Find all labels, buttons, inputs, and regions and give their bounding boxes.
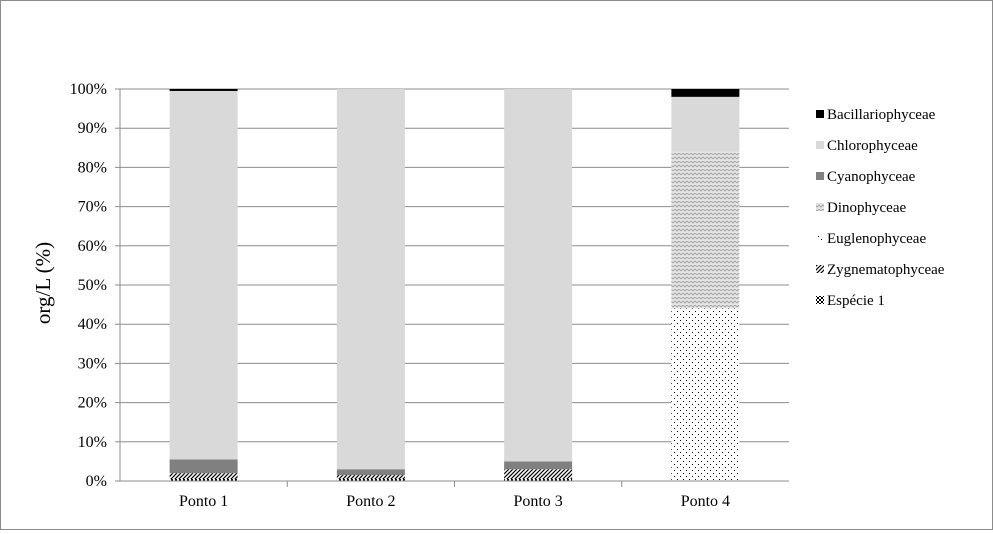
legend-item: Espécie 1	[816, 293, 885, 309]
bar-segment	[336, 475, 405, 480]
bar-segment	[671, 96, 740, 152]
legend-swatch	[816, 172, 824, 180]
y-axis-tick-labels: 0% 10% 20% 30% 40% 50% 60% 70% 80% 90% 100%	[70, 81, 107, 490]
bar-segment	[504, 89, 573, 462]
y-tick-label: 0%	[86, 473, 107, 490]
bar-segment	[671, 89, 740, 97]
axes	[119, 89, 789, 487]
legend-item: Bacillariophyceae	[816, 107, 936, 123]
legend-label: Cyanophyceae	[827, 169, 916, 185]
legend-item: Dinophyceae	[816, 200, 906, 216]
y-axis-title: org/L (%)	[31, 242, 55, 324]
legend-item: Cyanophyceae	[816, 169, 916, 185]
legend-swatch	[816, 203, 824, 211]
bar-segment	[169, 459, 238, 474]
x-category-label: Ponto 3	[513, 493, 562, 510]
y-tick-label: 80%	[78, 159, 107, 176]
bar-segment	[504, 479, 573, 481]
legend-swatch	[816, 234, 824, 242]
legend-label: Dinophyceae	[827, 200, 906, 216]
x-category-label: Ponto 4	[681, 493, 730, 510]
legend-item: Euglenophyceae	[816, 231, 926, 247]
bar-segment	[504, 469, 573, 480]
legend-label: Euglenophyceae	[827, 231, 926, 247]
legend-label: Espécie 1	[827, 293, 885, 309]
y-tick-label: 10%	[78, 434, 107, 451]
legend-item: Chlorophyceae	[816, 138, 918, 154]
bar-segment	[169, 90, 238, 460]
bar-segment	[169, 473, 238, 480]
legend-label: Chlorophyceae	[827, 138, 918, 154]
bar-segment	[336, 89, 405, 470]
y-tick-label: 30%	[78, 355, 107, 372]
legend-label: Bacillariophyceae	[827, 107, 936, 123]
bar-segment	[336, 469, 405, 476]
bar-segment	[169, 479, 238, 481]
y-tick-label: 70%	[78, 199, 107, 216]
legend-swatch	[816, 141, 824, 149]
bar-segment	[336, 479, 405, 481]
bars	[169, 89, 740, 481]
y-tick-label: 90%	[78, 120, 107, 137]
bar-segment	[169, 89, 238, 91]
y-tick-label: 20%	[78, 395, 107, 412]
legend-swatch	[816, 110, 824, 118]
legend-label: Zygnematophyceae	[827, 262, 945, 278]
x-axis-category-labels: Ponto 1 Ponto 2 Ponto 3 Ponto 4	[179, 493, 730, 510]
bar-segment	[504, 461, 573, 470]
legend-swatch	[816, 265, 824, 273]
legend-swatch	[816, 296, 824, 304]
bar-segment	[671, 308, 740, 481]
bar-segment	[671, 151, 740, 309]
y-tick-label: 60%	[78, 238, 107, 255]
x-category-label: Ponto 2	[346, 493, 395, 510]
y-tick-label: 100%	[70, 81, 107, 98]
legend-item: Zygnematophyceae	[816, 262, 945, 278]
y-tick-label: 50%	[78, 277, 107, 294]
legend: Bacillariophyceae Chlorophyceae Cyanophyce…	[816, 107, 945, 309]
y-tick-label: 40%	[78, 316, 107, 333]
x-category-label: Ponto 1	[179, 493, 228, 510]
